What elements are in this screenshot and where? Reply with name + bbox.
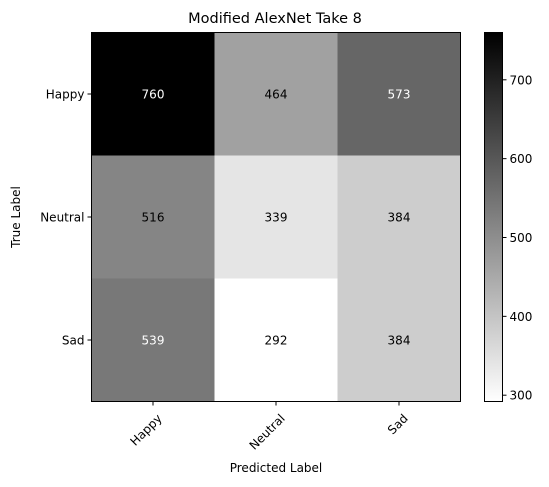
heatmap-cell <box>337 32 461 156</box>
cell-value-label: 464 <box>265 88 288 102</box>
chart-title: Modified AlexNet Take 8 <box>188 11 362 27</box>
colorbar-tick-label: 600 <box>510 152 533 166</box>
cell-value-label: 573 <box>388 88 411 102</box>
colorbar <box>484 32 503 402</box>
cell-value-label: 339 <box>265 211 288 225</box>
y-tick-label: Happy <box>46 88 85 102</box>
colorbar-ticks: 300 400 500 600 700 <box>502 73 533 403</box>
x-axis-ticks: Happy Neutral Sad <box>128 401 411 453</box>
colorbar-tick-label: 500 <box>510 231 533 245</box>
heatmap-cell <box>337 278 461 402</box>
cell-value-label: 292 <box>265 334 288 348</box>
heatmap-cells <box>91 32 461 402</box>
heatmap-cell <box>91 155 215 279</box>
x-tick-label: Happy <box>128 411 165 448</box>
colorbar-tick-label: 400 <box>510 310 533 324</box>
heatmap-cell-labels: 760 464 573 516 339 384 539 292 384 <box>142 88 411 348</box>
heatmap-cell <box>214 155 338 279</box>
cell-value-label: 539 <box>142 334 165 348</box>
y-tick-label: Sad <box>62 334 85 348</box>
colorbar-tick-label: 700 <box>510 73 533 87</box>
heatmap-cell <box>214 278 338 402</box>
y-axis-ticks: Happy Neutral Sad <box>40 88 92 348</box>
x-axis-label: Predicted Label <box>230 461 323 475</box>
heatmap-cell <box>214 32 338 156</box>
x-tick-label: Neutral <box>247 411 288 452</box>
cell-value-label: 760 <box>142 88 165 102</box>
heatmap-cell <box>91 32 215 156</box>
heatmap-cell <box>91 278 215 402</box>
cell-value-label: 516 <box>142 211 165 225</box>
y-tick-label: Neutral <box>40 211 84 225</box>
heatmap-cell <box>337 155 461 279</box>
cell-value-label: 384 <box>388 211 411 225</box>
colorbar-tick-label: 300 <box>510 389 533 403</box>
x-tick-label: Sad <box>385 411 411 437</box>
cell-value-label: 384 <box>388 334 411 348</box>
y-axis-label: True Label <box>9 186 23 249</box>
